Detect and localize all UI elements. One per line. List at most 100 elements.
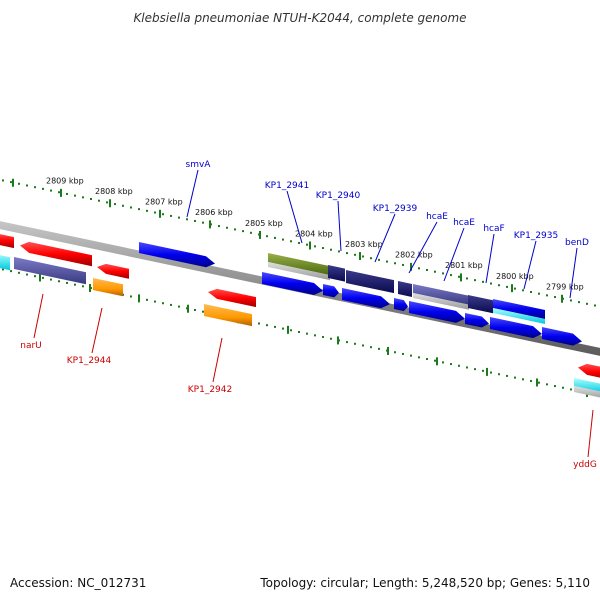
scale-dot — [154, 300, 156, 303]
scale-dot — [330, 337, 332, 340]
gene-label-leader — [186, 169, 199, 218]
scale-dot — [138, 208, 140, 211]
scale-dot — [82, 285, 84, 288]
scale-dot — [146, 298, 148, 301]
scale-dot — [426, 358, 428, 361]
gene-label: hcaE — [453, 218, 475, 228]
scale-dot — [130, 295, 132, 298]
scale-dot — [546, 383, 548, 386]
gene-features — [0, 234, 600, 398]
scale-dot — [570, 299, 572, 302]
scale-dot — [394, 262, 396, 265]
scale-tick-label: 2807 kbp — [145, 198, 183, 207]
gene-label: hcaE — [426, 212, 448, 222]
gene-labels: smvA KP1_2941 KP1_2940 KP1_2939 hcaE hcaE hcaF… — [20, 160, 597, 470]
scale-dot — [114, 203, 116, 206]
scale-dot — [50, 189, 52, 192]
scale-dot — [554, 296, 556, 299]
scale-dot — [410, 354, 412, 357]
gene-feature — [493, 299, 545, 319]
scale-dot — [10, 270, 12, 273]
scale-dot — [314, 245, 316, 248]
scale-dot — [274, 325, 276, 328]
scale-dot — [258, 322, 260, 325]
scale-dot — [330, 248, 332, 251]
scale-dot — [378, 258, 380, 261]
scale-dot — [266, 235, 268, 238]
scale-dot — [170, 303, 172, 306]
scale-dot — [178, 305, 180, 308]
scale-dot — [98, 199, 100, 202]
scale-dot — [194, 219, 196, 222]
gene-feature — [93, 278, 123, 297]
scale-dot — [434, 270, 436, 273]
scale-dot — [538, 381, 540, 384]
scale-dot — [426, 269, 428, 272]
scale-tick-label: 2805 kbp — [245, 219, 283, 228]
gene-feature — [578, 363, 600, 378]
scale-dot — [466, 366, 468, 369]
scale-dot — [506, 285, 508, 288]
gene-feature — [268, 262, 330, 281]
gene-feature — [342, 288, 390, 309]
scale-dot — [474, 279, 476, 282]
scale-dot — [18, 182, 20, 185]
scale-dot — [82, 196, 84, 199]
scale-dot — [322, 336, 324, 339]
gene-label: KP1_2935 — [514, 231, 558, 241]
gene-label-leader — [408, 221, 438, 274]
scale-dot — [250, 231, 252, 234]
scale-dot — [354, 342, 356, 345]
scale-dot — [370, 257, 372, 260]
scale-dot — [346, 341, 348, 344]
gene-feature — [542, 327, 582, 346]
gene-feature — [490, 317, 542, 339]
gene-label-leader — [523, 240, 537, 290]
gene-feature — [14, 257, 86, 285]
scale-dot — [322, 247, 324, 250]
gene-label: KP1_2942 — [188, 385, 232, 395]
scale-tick-label: 2803 kbp — [345, 240, 383, 249]
scale-dot — [474, 368, 476, 371]
scale-dot — [594, 304, 596, 307]
gene-feature — [394, 298, 408, 312]
gene-label-leader — [485, 233, 495, 284]
scale-dot — [162, 302, 164, 305]
scale-tick-label: 2801 kbp — [445, 261, 483, 270]
gene-feature — [0, 234, 14, 249]
topology-text: Topology: circular; Length: 5,248,520 bp… — [259, 576, 590, 590]
scale-dot — [386, 260, 388, 263]
gene-feature — [323, 284, 339, 298]
scale-dot — [538, 292, 540, 295]
accession-text: Accession: NC_012731 — [10, 576, 146, 590]
scale-dot — [170, 214, 172, 217]
scale-dot — [418, 267, 420, 270]
scale-dot — [42, 276, 44, 279]
gene-label: benD — [565, 238, 589, 248]
scale-dot — [34, 186, 36, 189]
scale-dot — [34, 275, 36, 278]
gene-label: KP1_2940 — [316, 191, 361, 201]
scale-tick-label: 2806 kbp — [195, 208, 233, 217]
scale-dot — [2, 268, 4, 271]
scale-dot — [298, 241, 300, 244]
scale-dot — [122, 204, 124, 207]
scale-dot — [490, 371, 492, 374]
gene-label: KP1_2941 — [265, 181, 309, 191]
scale-dot — [586, 302, 588, 305]
scale-dot — [418, 356, 420, 359]
gene-label-leader — [91, 307, 103, 354]
scale-dot — [186, 218, 188, 221]
scale-dot — [442, 272, 444, 275]
scale-dot — [218, 225, 220, 228]
scale-dot — [402, 263, 404, 266]
gene-feature — [208, 288, 256, 308]
gene-label-leader — [587, 409, 594, 458]
scale-dot — [306, 332, 308, 335]
gene-label-leader — [569, 247, 578, 299]
scale-dot — [130, 206, 132, 209]
scale-dot — [66, 192, 68, 195]
scale-dot — [546, 294, 548, 297]
scale-dot — [578, 301, 580, 304]
